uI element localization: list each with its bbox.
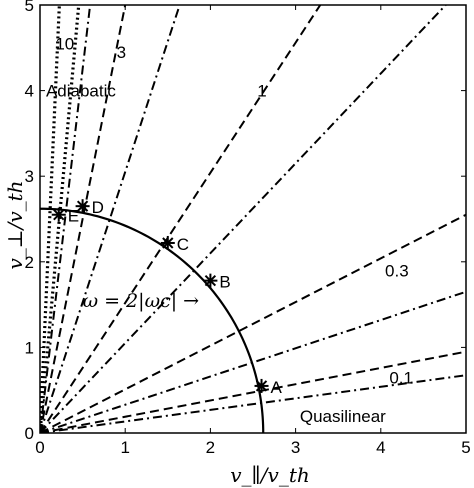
- ratio-line-0: [40, 5, 61, 433]
- ratio-line-1: [40, 5, 81, 433]
- ratio-line-5: [40, 5, 322, 433]
- annotation-1: Quasilinear: [300, 407, 386, 426]
- point-label-e: E: [68, 207, 79, 226]
- ratio-line-2: [40, 5, 92, 433]
- point-label-c: C: [177, 235, 189, 254]
- x-tick-label: 0: [35, 438, 44, 457]
- plot-background: [40, 5, 466, 433]
- point-label-a: A: [271, 378, 283, 397]
- ratio-line-9: [40, 350, 466, 433]
- x-tick-label: 1: [120, 438, 129, 457]
- y-tick-label: 3: [25, 167, 34, 186]
- y-axis-label: v_⊥/v_th: [3, 180, 27, 269]
- annotation-6: 0.1: [389, 368, 413, 387]
- y-tick-label: 4: [25, 82, 34, 101]
- point-label-b: B: [219, 273, 230, 292]
- x-axis-label: v_∥/v_th: [230, 463, 310, 487]
- plot-frame: [39, 4, 467, 434]
- ratio-line-3: [40, 5, 127, 433]
- y-tick-label: 2: [25, 253, 34, 272]
- y-tick-label: 1: [25, 338, 34, 357]
- point-label-d: D: [92, 198, 104, 217]
- point-marker-e: [51, 207, 66, 222]
- resonance-curve: [40, 207, 265, 433]
- annotation-0: Adiabatic: [46, 82, 116, 101]
- y-tick-label: 0: [25, 424, 34, 443]
- ratio-line-7: [40, 213, 466, 433]
- annotation-4: 1: [257, 82, 266, 101]
- point-marker-d: [75, 199, 90, 214]
- point-marker-b: [203, 273, 218, 288]
- annotation-5: 0.3: [385, 261, 409, 280]
- x-tick-label: 4: [376, 438, 385, 457]
- ratio-line-4: [40, 5, 181, 433]
- y-tick-label: 5: [25, 0, 34, 15]
- annotation-2: 10: [55, 35, 74, 54]
- x-tick-label: 5: [461, 438, 470, 457]
- ratio-line-8: [40, 290, 466, 433]
- x-tick-label: 2: [206, 438, 215, 457]
- point-marker-c: [160, 235, 175, 250]
- ratio-line-6: [40, 5, 447, 433]
- point-marker-a: [254, 378, 269, 393]
- annotation-3: 3: [117, 43, 126, 62]
- ratio-line-10: [40, 374, 466, 433]
- resonance-label: ω = 2|ωc| →: [83, 290, 200, 312]
- x-tick-label: 3: [291, 438, 300, 457]
